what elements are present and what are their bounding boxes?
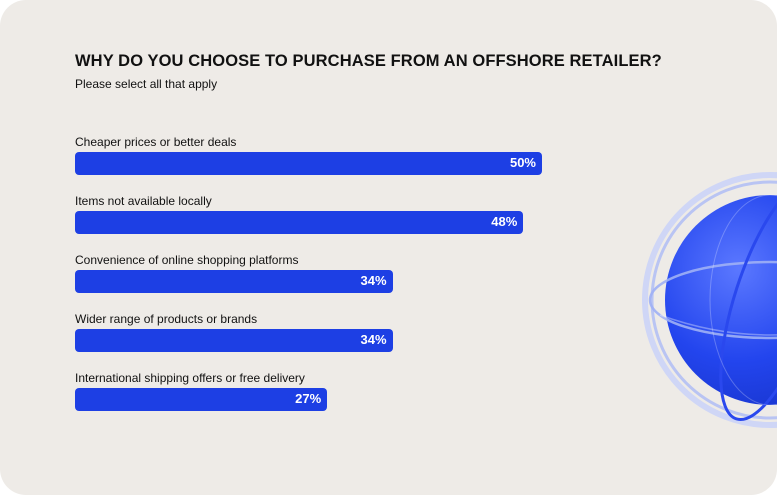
- bar-value-label: 34%: [360, 332, 387, 347]
- bar: 34%: [75, 270, 393, 293]
- bar-value-label: 34%: [360, 273, 387, 288]
- bar-value-label: 48%: [491, 214, 518, 229]
- chart-subtitle: Please select all that apply: [75, 77, 218, 91]
- bar: 34%: [75, 329, 393, 352]
- bar-row: Items not available locally 48%: [75, 187, 595, 237]
- bar: 50%: [75, 152, 542, 175]
- globe-icon: [642, 172, 777, 428]
- bar-category-label: Convenience of online shopping platforms: [75, 253, 299, 267]
- chart-title: WHY DO YOU CHOOSE TO PURCHASE FROM AN OF…: [75, 52, 662, 70]
- bar-category-label: International shipping offers or free de…: [75, 371, 305, 385]
- bar-chart: Cheaper prices or better deals 50% Items n…: [75, 128, 595, 428]
- bar: 27%: [75, 388, 328, 411]
- bar: 48%: [75, 211, 524, 234]
- bar-row: Cheaper prices or better deals 50%: [75, 128, 595, 178]
- bar-category-label: Items not available locally: [75, 194, 212, 208]
- bar-row: Convenience of online shopping platforms…: [75, 246, 595, 296]
- bar-row: International shipping offers or free de…: [75, 364, 595, 414]
- bar-value-label: 27%: [295, 391, 322, 406]
- bar-value-label: 50%: [509, 155, 536, 170]
- bar-category-label: Cheaper prices or better deals: [75, 135, 237, 149]
- bar-category-label: Wider range of products or brands: [75, 312, 258, 326]
- bar-row: Wider range of products or brands 34%: [75, 305, 595, 355]
